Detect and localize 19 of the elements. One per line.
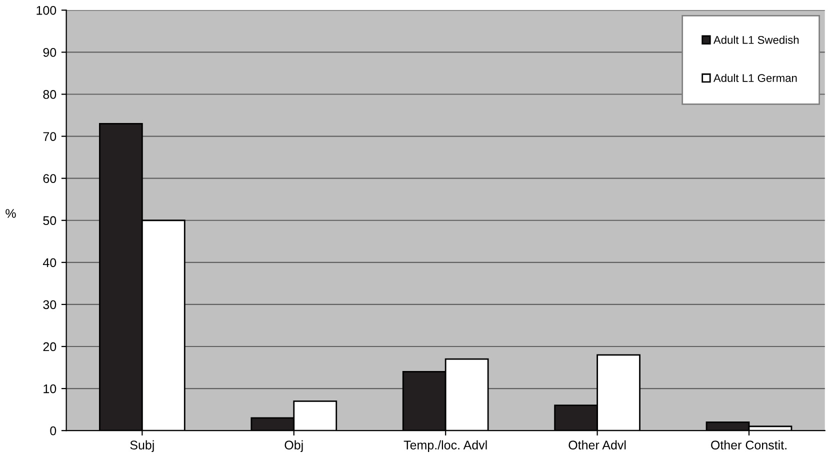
y-tick-label: 90: [43, 48, 56, 57]
legend-label: Adult L1 German: [713, 74, 797, 82]
legend-label: Adult L1 Swedish: [713, 36, 799, 44]
x-tick-label: Temp./loc. Advl: [404, 440, 487, 452]
y-tick-label: 20: [43, 342, 56, 352]
y-tick-label: 100: [36, 6, 56, 15]
y-tick-label: 40: [42, 258, 56, 268]
y-tick-label: 10: [44, 384, 56, 394]
x-tick-label: Other Constit.: [711, 440, 786, 450]
y-tick-label: 0: [50, 426, 56, 436]
y-tick-label: 70: [43, 132, 56, 141]
x-tick-label: Obj: [284, 440, 303, 452]
x-tick-label: Subj: [130, 440, 154, 452]
x-tick-label: Other Advl: [568, 440, 626, 450]
y-tick-label: 50: [43, 216, 56, 226]
y-tick-label: 80: [43, 90, 56, 99]
y-tick-label: 30: [43, 300, 56, 310]
y-axis-title: %: [6, 209, 16, 218]
y-tick-label: 60: [43, 174, 56, 183]
